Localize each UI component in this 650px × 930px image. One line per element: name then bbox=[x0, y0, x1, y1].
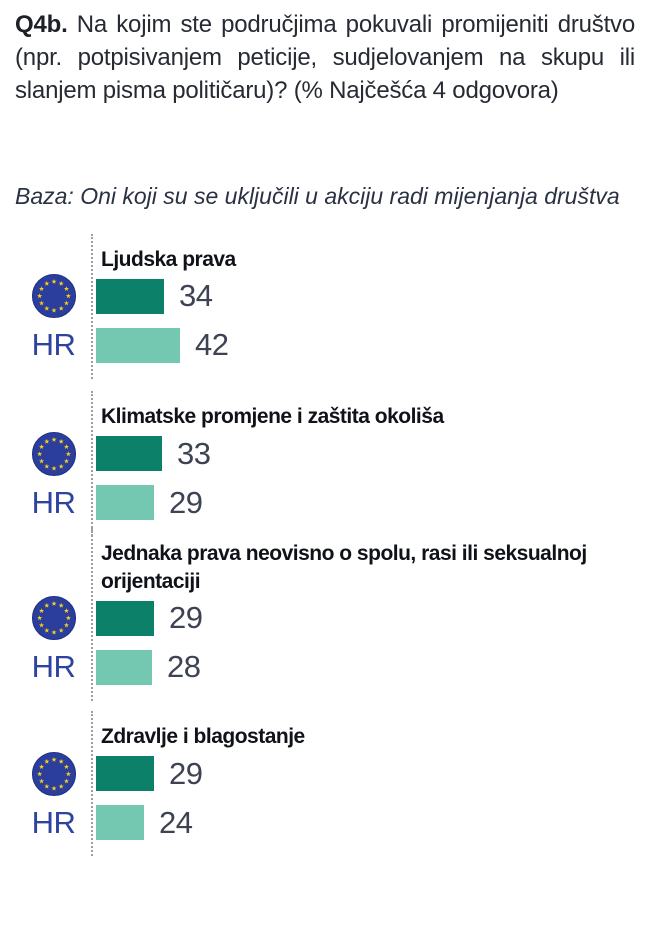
hr-label: HR bbox=[31, 804, 76, 840]
hr-bar bbox=[96, 805, 144, 841]
hr-row: HR 24 bbox=[15, 804, 635, 841]
eu-value: 33 bbox=[177, 435, 211, 471]
eu-flag-icon bbox=[15, 431, 92, 477]
eu-bar bbox=[96, 756, 154, 792]
hr-bar bbox=[96, 485, 154, 521]
base-note: Baza: Oni koji su se uključili u akciju … bbox=[15, 183, 620, 210]
eu-bar bbox=[96, 436, 162, 472]
eu-bar bbox=[96, 600, 154, 636]
question-body: Na kojim ste područjima pokuvali promije… bbox=[15, 11, 636, 105]
hr-row: HR 42 bbox=[15, 327, 635, 363]
category-label: Zdravlje i blagostanje bbox=[101, 724, 305, 748]
eu-row: 29 bbox=[15, 596, 635, 641]
eu-flag-icon bbox=[15, 273, 92, 319]
category-label: Ljudska prava bbox=[101, 247, 236, 271]
bar-chart: Ljudska prava bbox=[15, 233, 635, 857]
eu-row: 34 bbox=[15, 274, 635, 319]
question-text: Q4b. Na kojim ste područjima pokuvali pr… bbox=[15, 8, 635, 107]
hr-row: HR 29 bbox=[15, 484, 635, 521]
eu-bar bbox=[96, 278, 164, 314]
chart-group: Zdravlje i blagostanje bbox=[15, 710, 635, 857]
hr-bar bbox=[96, 649, 152, 685]
hr-bar bbox=[96, 327, 180, 363]
eu-row: 29 bbox=[15, 751, 635, 796]
eu-flag-icon bbox=[15, 751, 92, 797]
hr-row: HR 28 bbox=[15, 649, 635, 685]
eu-flag-icon bbox=[15, 595, 92, 641]
hr-value: 29 bbox=[169, 484, 203, 520]
question-label: Q4b. bbox=[15, 11, 68, 38]
chart-group: Klimatske promjene i zaštita okoliša bbox=[15, 390, 635, 537]
hr-label: HR bbox=[31, 649, 76, 685]
chart-group: Ljudska prava bbox=[15, 233, 635, 380]
chart-group: Jednaka prava neovisno o spolu, rasi ili… bbox=[15, 528, 635, 701]
eu-value: 29 bbox=[169, 755, 203, 791]
eu-value: 29 bbox=[169, 600, 203, 636]
hr-label: HR bbox=[31, 327, 76, 363]
category-label: Jednaka prava neovisno o spolu, rasi ili… bbox=[101, 542, 587, 593]
hr-value: 24 bbox=[159, 804, 193, 840]
category-label: Klimatske promjene i zaštita okoliša bbox=[101, 404, 444, 428]
eu-value: 34 bbox=[179, 278, 213, 314]
hr-label: HR bbox=[31, 484, 76, 520]
hr-value: 42 bbox=[195, 327, 229, 363]
eu-row: 33 bbox=[15, 431, 635, 476]
hr-value: 28 bbox=[167, 649, 201, 685]
